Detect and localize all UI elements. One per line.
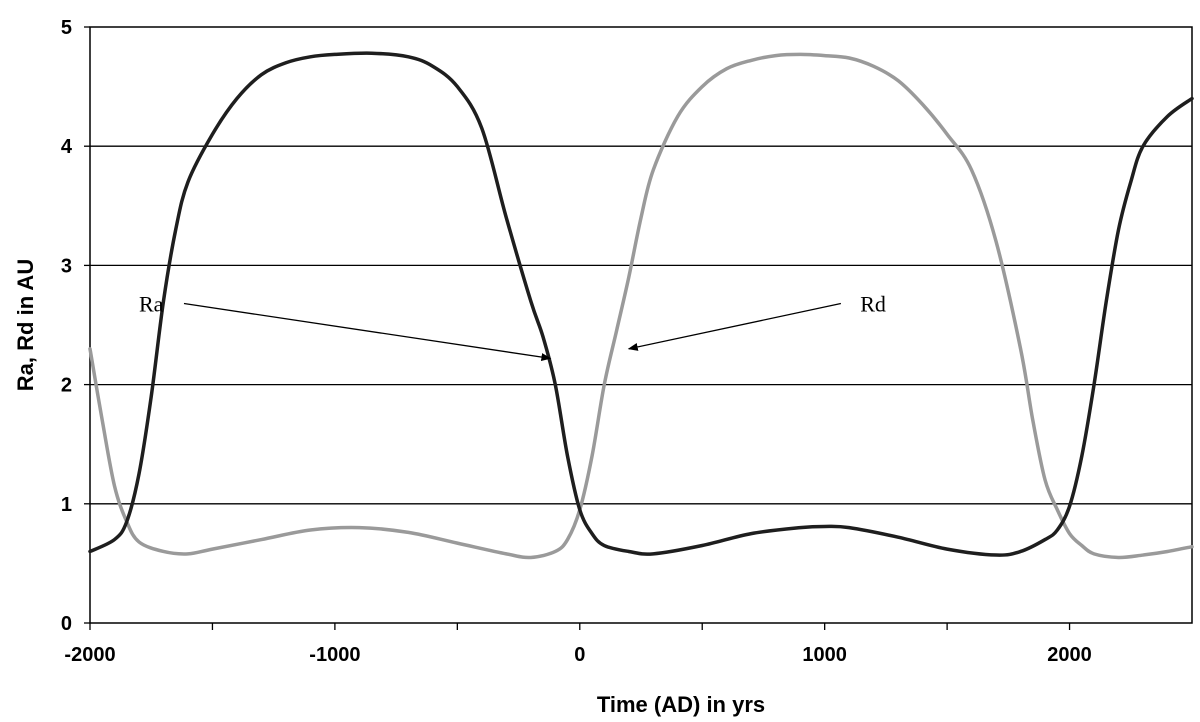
- x-tick-label: -1000: [309, 644, 360, 666]
- annotation-label-ra: Ra: [139, 292, 164, 317]
- x-tick-label: -2000: [64, 644, 115, 666]
- annotation-arrow-rd: [627, 302, 842, 351]
- series-line-ra: [88, 51, 1194, 557]
- annotation-label-rd: Rd: [860, 292, 886, 317]
- annotation-arrow-ra: [183, 302, 552, 361]
- x-tick-label: 0: [574, 644, 585, 666]
- y-axis-title: Ra, Rd in AU: [13, 259, 38, 391]
- annotations: Ra Rd: [139, 292, 886, 361]
- grid-lines: [90, 145, 1192, 505]
- y-tick-label: 4: [61, 136, 73, 158]
- x-axis-title: Time (AD) in yrs: [597, 692, 765, 717]
- y-tick-label: 2: [61, 375, 72, 397]
- y-tick-label: 3: [61, 255, 72, 277]
- y-tick-label: 0: [61, 613, 72, 635]
- axis-ticks: [84, 26, 1071, 630]
- series-line-rd: [88, 52, 1194, 560]
- x-tick-label: 1000: [802, 644, 847, 666]
- tick-labels: 0 1 2 3 4 5 -2000 -1000 0 1000 2000: [61, 17, 1092, 666]
- plot-area: [89, 26, 1193, 624]
- x-tick-label: 2000: [1047, 644, 1092, 666]
- y-tick-label: 5: [61, 17, 72, 39]
- y-tick-label: 1: [61, 494, 72, 516]
- series-lines: [88, 51, 1194, 560]
